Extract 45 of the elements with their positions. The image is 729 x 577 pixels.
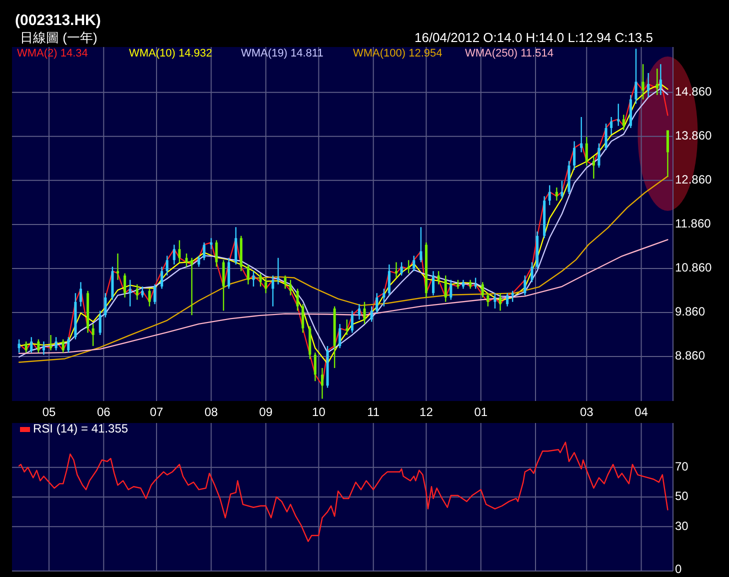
y-tick-label: 10.860 bbox=[675, 260, 712, 275]
y-tick-label: 0 bbox=[675, 562, 682, 576]
candlestick bbox=[659, 64, 662, 95]
x-tick-label: 09 bbox=[259, 405, 273, 420]
candlestick bbox=[592, 156, 595, 179]
x-tick-label: 07 bbox=[150, 405, 164, 420]
text: WMA(100) 12.954 bbox=[353, 47, 442, 60]
line-series bbox=[18, 442, 668, 542]
candlestick bbox=[50, 334, 52, 350]
x-tick-label: 06 bbox=[96, 405, 111, 420]
text: WMA(10) 14.932 bbox=[129, 47, 212, 60]
candlestick bbox=[394, 262, 398, 278]
x-tick-label: 05 bbox=[42, 405, 56, 420]
candlestick bbox=[647, 72, 650, 98]
text: WMA(19) 14.811 bbox=[241, 47, 324, 60]
candlestick bbox=[276, 258, 280, 284]
line-series bbox=[18, 239, 668, 354]
chart-subtitle: 日線圖 (一年) bbox=[20, 30, 98, 45]
y-tick-label: 30 bbox=[675, 518, 689, 533]
candlestick bbox=[116, 254, 120, 280]
y-tick-label: 14.860 bbox=[675, 84, 712, 99]
candlestick bbox=[210, 238, 212, 250]
candlestick bbox=[190, 258, 194, 316]
text: WMA(250) 11.514 bbox=[465, 47, 554, 60]
candlestick bbox=[580, 117, 583, 152]
y-tick-label: 12.860 bbox=[675, 172, 712, 187]
x-tick-label: 08 bbox=[204, 405, 218, 420]
y-tick-label: 8.860 bbox=[675, 348, 706, 363]
line-series bbox=[18, 176, 668, 363]
text: 16/04/2012 O:14.0 H:14.0 L:12.94 C:13.5 bbox=[414, 30, 653, 45]
chart-title: (002313.HK) bbox=[15, 12, 101, 29]
x-tick-label: 10 bbox=[312, 405, 326, 420]
x-tick-label: 12 bbox=[420, 405, 434, 420]
y-tick-label: 9.860 bbox=[675, 304, 706, 319]
x-tick-label: 03 bbox=[580, 405, 594, 420]
y-tick-label: 50 bbox=[675, 489, 689, 504]
candlestick bbox=[42, 342, 45, 355]
y-tick-label: 70 bbox=[675, 460, 689, 474]
x-tick-label: 11 bbox=[367, 405, 380, 420]
y-tick-label: 11.860 bbox=[675, 216, 712, 231]
legend-label: RSI (14) = 41.355 bbox=[33, 422, 128, 436]
text: WMA(2) 14.34 bbox=[17, 47, 88, 60]
x-tick-label: 04 bbox=[634, 405, 648, 420]
x-tick-label: 01 bbox=[474, 405, 488, 420]
y-tick-label: 13.860 bbox=[675, 128, 712, 143]
